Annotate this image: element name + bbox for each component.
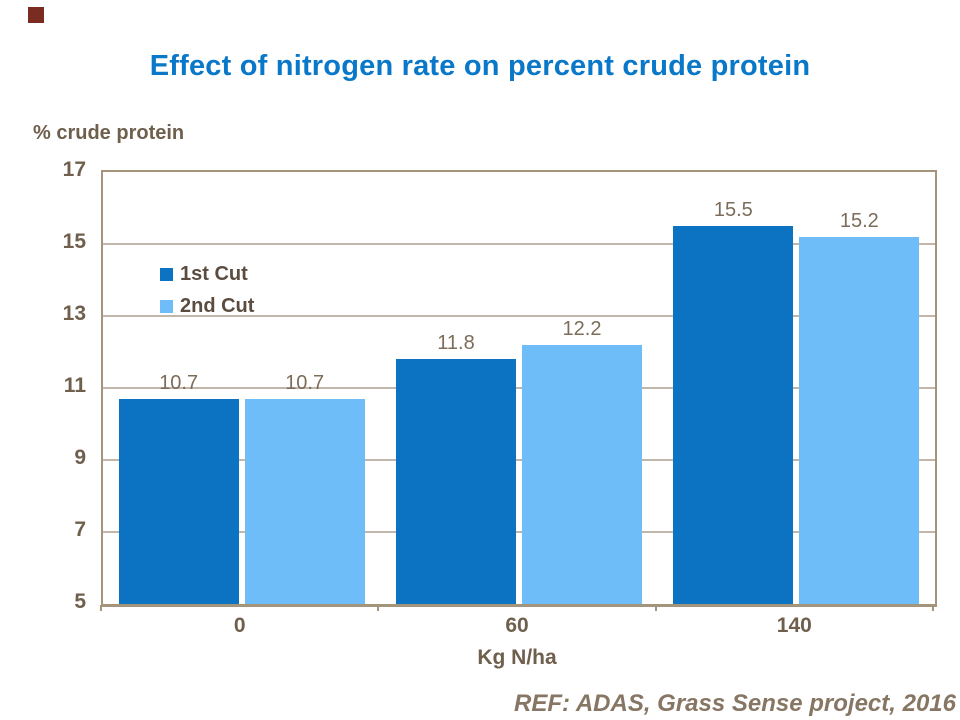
bar-value-label: 12.2 xyxy=(562,318,602,340)
gridline-13 xyxy=(103,315,935,317)
legend-item-1st-cut: 1st Cut xyxy=(160,258,254,290)
y-tick-label-13: 13 xyxy=(62,302,86,325)
y-tick-label-11: 11 xyxy=(63,374,86,397)
gridline-15 xyxy=(103,243,935,245)
bar-1st-cut-140 xyxy=(673,226,794,604)
gridline-11 xyxy=(103,387,935,389)
y-axis-title: % crude protein xyxy=(33,122,185,144)
bar-value-label: 11.8 xyxy=(437,332,475,354)
corner-accent-square xyxy=(28,7,44,23)
x-tick-mark xyxy=(100,605,102,611)
gridline-9 xyxy=(103,459,935,461)
bar-1st-cut-0 xyxy=(118,399,239,604)
bar-value-label: 15.5 xyxy=(713,199,753,221)
y-tick-label-7: 7 xyxy=(74,518,86,541)
y-tick-label-17: 17 xyxy=(62,158,86,181)
gridline-7 xyxy=(103,531,935,533)
legend-label-1st-cut: 1st Cut xyxy=(180,262,248,285)
bar-group-140: 15.5 15.2 xyxy=(658,172,935,604)
bar-value-label: 10.7 xyxy=(285,372,325,394)
legend-swatch-2nd-cut xyxy=(160,299,173,313)
bar-1st-cut-60 xyxy=(395,359,516,604)
x-axis-title: Kg N/ha xyxy=(477,646,557,669)
y-tick-label-5: 5 xyxy=(74,590,86,613)
bar-2nd-cut-60 xyxy=(521,345,642,604)
x-category-label-0: 0 xyxy=(233,614,246,637)
bar-column: 10.7 xyxy=(118,371,239,604)
bar-value-label: 10.7 xyxy=(159,372,199,394)
legend: 1st Cut 2nd Cut xyxy=(160,258,254,322)
bar-group-0: 10.7 10.7 xyxy=(103,172,380,604)
legend-swatch-1st-cut xyxy=(160,267,173,281)
bar-column: 15.2 xyxy=(799,209,920,604)
legend-label-2nd-cut: 2nd Cut xyxy=(180,294,255,317)
y-tick-label-15: 15 xyxy=(62,230,86,253)
bar-column: 10.7 xyxy=(244,371,365,604)
bar-column: 12.2 xyxy=(521,317,642,604)
bar-column: 11.8 xyxy=(395,331,516,604)
y-axis-tick-labels: 5 7 9 11 13 15 17 xyxy=(0,158,86,613)
bar-2nd-cut-140 xyxy=(799,237,920,604)
x-tick-mark xyxy=(932,605,934,611)
x-category-label-140: 140 xyxy=(776,614,812,637)
plot-area: 10.7 10.7 11.8 12.2 15.5 15.2 1st Cut 2nd Cut xyxy=(101,170,937,607)
bar-column: 15.5 xyxy=(673,198,794,604)
chart-title: Effect of nitrogen rate on percent crude… xyxy=(149,50,811,82)
reference-text: REF: ADAS, Grass Sense project, 2016 xyxy=(514,690,956,717)
x-tick-mark xyxy=(377,605,380,611)
x-tick-mark xyxy=(654,605,657,611)
legend-item-2nd-cut: 2nd Cut xyxy=(160,290,254,322)
x-category-label-60: 60 xyxy=(505,614,529,637)
bar-2nd-cut-0 xyxy=(244,399,365,604)
bar-group-60: 11.8 12.2 xyxy=(380,172,657,604)
bar-value-label: 15.2 xyxy=(839,210,879,232)
y-tick-label-9: 9 xyxy=(74,446,86,469)
